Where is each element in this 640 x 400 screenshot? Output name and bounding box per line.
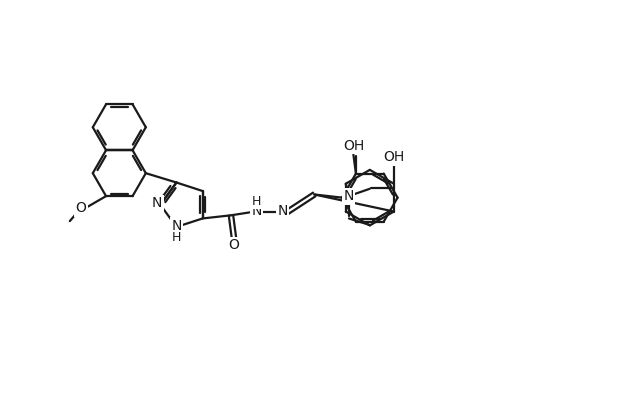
Text: OH: OH bbox=[383, 150, 404, 164]
Text: H: H bbox=[172, 231, 181, 244]
Text: O: O bbox=[76, 201, 86, 215]
Text: H: H bbox=[252, 195, 262, 208]
Text: N: N bbox=[172, 219, 182, 233]
Text: OH: OH bbox=[343, 139, 364, 153]
Text: O: O bbox=[228, 238, 239, 252]
Text: N: N bbox=[278, 204, 288, 218]
Text: N: N bbox=[152, 196, 163, 210]
Text: N: N bbox=[252, 204, 262, 218]
Text: N: N bbox=[344, 189, 354, 203]
